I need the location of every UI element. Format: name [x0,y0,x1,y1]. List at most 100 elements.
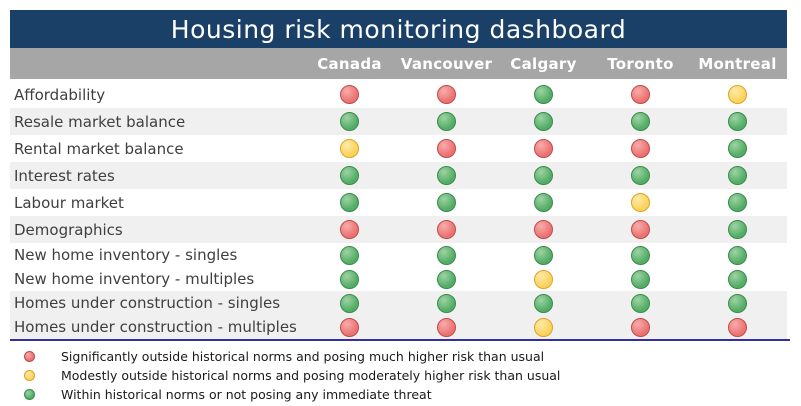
column-header-vancouver: Vancouver [400,54,493,73]
risk-cell [301,317,398,337]
risk-cell [398,166,495,185]
row-label: Labour market [14,193,124,212]
risk-cell [689,293,786,313]
green-status-dot [340,269,359,289]
table-row: Affordability [10,81,787,108]
green-status-dot [728,139,747,158]
risk-cell [495,193,592,212]
table-row: Interest rates [10,162,787,189]
risk-cell [689,317,786,337]
risk-cell [398,139,495,158]
red-status-dot [340,220,359,239]
title-bar: Housing risk monitoring dashboard [10,10,787,48]
row-label: Homes under construction - multiples [14,318,297,336]
risk-cell [689,166,786,185]
column-header-calgary: Calgary [510,54,577,73]
risk-cell [689,139,786,158]
column-header-montreal: Montreal [698,54,777,73]
green-status-dot [534,85,553,104]
table-row: Homes under construction - multiples [10,315,787,339]
row-label: Rental market balance [14,139,184,158]
risk-cell [398,193,495,212]
risk-cell [301,245,398,265]
green-status-dot [631,245,650,265]
green-status-dot [437,245,456,265]
risk-cell [592,139,689,158]
risk-cell [495,317,592,337]
risk-cell [592,293,689,313]
yellow-status-dot [340,139,359,158]
risk-cell [301,269,398,289]
green-status-dot [437,293,456,313]
red-status-dot [534,220,553,239]
green-status-dot [534,112,553,131]
legend: Significantly outside historical norms a… [10,347,770,404]
column-header-canada: Canada [317,54,382,73]
red-status-dot [631,220,650,239]
risk-cell [689,220,786,239]
risk-cell [592,269,689,289]
legend-item: Within historical norms or not posing an… [10,385,770,404]
red-status-dot [437,85,456,104]
risk-cell [592,85,689,104]
row-label: New home inventory - multiples [14,270,255,288]
risk-cell [495,220,592,239]
green-status-dot [631,166,650,185]
green-status-dot [340,193,359,212]
green-status-dot [437,193,456,212]
green-status-dot [340,112,359,131]
table-row: Homes under construction - singles [10,291,787,315]
green-status-dot [728,166,747,185]
risk-cell [592,317,689,337]
red-status-dot [631,139,650,158]
red-status-dot [340,85,359,104]
risk-cell [301,220,398,239]
risk-cell [301,193,398,212]
risk-cell [495,293,592,313]
green-status-dot [728,220,747,239]
legend-text: Significantly outside historical norms a… [61,349,545,364]
row-label: Affordability [14,85,106,104]
table-row: Labour market [10,189,787,216]
table-row: Resale market balance [10,108,787,135]
risk-cell [301,112,398,131]
risk-cell [398,85,495,104]
table-bottom-divider [10,339,790,341]
legend-text: Within historical norms or not posing an… [61,387,432,402]
green-status-dot [340,245,359,265]
red-status-dot [24,351,35,362]
risk-cell [398,245,495,265]
red-status-dot [437,220,456,239]
risk-cell [495,85,592,104]
green-status-dot [534,245,553,265]
risk-cell [398,317,495,337]
green-status-dot [437,269,456,289]
green-status-dot [534,166,553,185]
table-row: Rental market balance [10,135,787,162]
yellow-status-dot [534,269,553,289]
risk-cell [301,139,398,158]
risk-cell [301,85,398,104]
page-title: Housing risk monitoring dashboard [170,14,627,44]
green-status-dot [534,293,553,313]
risk-cell [689,193,786,212]
risk-cell [398,293,495,313]
risk-cell [301,293,398,313]
risk-cell [689,112,786,131]
red-status-dot [437,139,456,158]
table-row: Demographics [10,216,787,243]
green-status-dot [728,293,747,313]
risk-table: Affordability Resale market balance Rent… [10,81,787,339]
legend-item: Modestly outside historical norms and po… [10,366,770,385]
risk-cell [301,166,398,185]
green-status-dot [24,389,35,400]
risk-cell [398,269,495,289]
yellow-status-dot [24,370,35,381]
green-status-dot [631,269,650,289]
risk-cell [592,112,689,131]
legend-item: Significantly outside historical norms a… [10,347,770,366]
risk-cell [592,245,689,265]
row-label: Resale market balance [14,112,186,131]
green-status-dot [437,166,456,185]
